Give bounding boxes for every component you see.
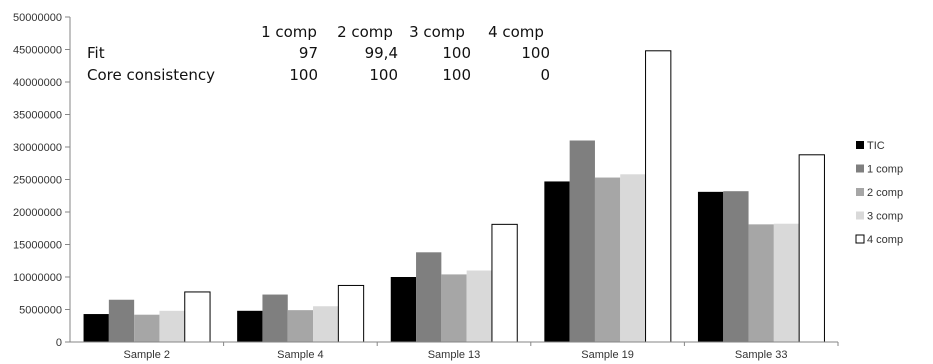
table-row-label: Fit [87,44,105,62]
legend-label: TIC [867,140,885,152]
table-column-header: 1 comp [261,23,317,41]
bar-tic [390,277,417,342]
y-axis: 0 5000000 10000000 15000000 20000000 25000000… [13,12,71,349]
table-column-header: 3 comp [409,23,465,41]
fit-table: 1 comp 2 comp 3 comp 4 comp Fit 97 99,4 100 100 C… [87,23,550,84]
bar-tic [237,310,263,342]
y-tick-label: 45000000 [13,45,62,57]
table-cell: 97 [299,44,318,62]
legend-label: 3 comp [867,211,903,223]
legend-label: 4 comp [867,234,903,246]
bar-2-comp [441,274,467,342]
legend-label: 2 comp [867,187,903,199]
bar-3-comp [466,270,492,342]
y-tick-label: 0 [56,337,62,349]
bar-3-comp [620,174,646,342]
y-tick-label: 5000000 [19,305,62,317]
category-label: Sample 33 [735,349,788,361]
bar-1-comp [416,252,442,342]
table-cell: 100 [289,66,318,84]
table-cell: 100 [442,66,471,84]
category-label: Sample 19 [581,349,634,361]
table-cell: 99,4 [365,44,398,62]
bar-3-comp [313,306,339,342]
y-tick-label: 35000000 [13,110,62,122]
bar-1-comp [723,191,749,342]
category-label: Sample 13 [428,349,481,361]
bar-tic [697,191,724,342]
bar-2-comp [748,224,774,342]
bar-1-comp [108,299,135,342]
bar-1-comp [569,140,595,342]
legend-swatch [856,141,864,149]
x-axis: Sample 2 Sample 4 Sample 13 Sample 19 Sample… [70,341,839,361]
y-tick-label: 25000000 [13,175,62,187]
table-cell: 100 [521,44,550,62]
legend-swatch [856,211,864,220]
bars [83,50,825,343]
y-tick-label: 30000000 [13,142,62,154]
y-tick-label: 40000000 [13,77,62,89]
bar-1-comp [262,294,288,342]
bar-3-comp [159,310,185,342]
legend-label: 1 comp [867,164,903,176]
bar-3-comp [773,223,800,342]
y-tick-label: 15000000 [13,240,62,252]
bar-2-comp [287,310,314,342]
legend-swatch [856,188,864,196]
table-cell: 100 [369,66,398,84]
bar-4-comp [491,223,518,343]
table-column-header: 4 comp [488,23,544,41]
table-cell: 0 [540,66,550,84]
bar-4-comp [645,50,672,343]
table-cell: 100 [442,44,471,62]
bar-4-comp [798,154,825,343]
legend: TIC 1 comp 2 comp 3 comp 4 comp [855,140,903,246]
bar-tic [83,314,109,342]
table-row-label: Core consistency [87,66,215,84]
legend-swatch [855,234,865,244]
y-tick-label: 10000000 [13,272,62,284]
category-label: Sample 4 [277,349,323,361]
y-tick-label: 20000000 [13,207,62,219]
bar-2-comp [594,177,621,342]
category-label: Sample 2 [124,349,170,361]
table-column-header: 2 comp [337,23,393,41]
bar-2-comp [134,314,160,342]
bar-4-comp [184,291,211,343]
y-tick-label: 50000000 [13,12,62,24]
bar-4-comp [337,284,365,343]
bar-tic [544,181,570,342]
legend-swatch [856,164,864,173]
